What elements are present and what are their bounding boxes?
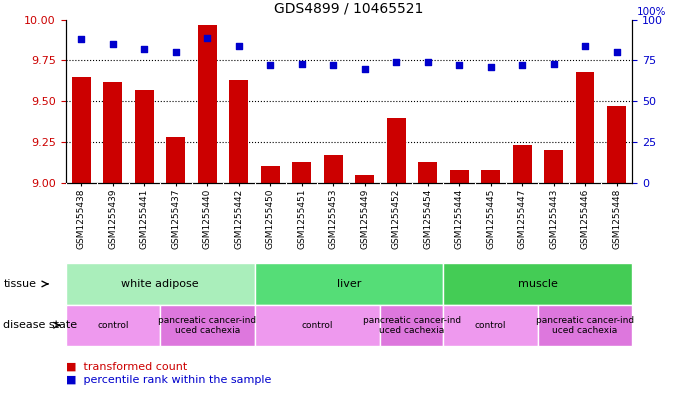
Point	[517, 62, 528, 68]
Point	[328, 62, 339, 68]
Point	[611, 49, 622, 55]
Text: white adipose: white adipose	[121, 279, 199, 289]
Text: tissue: tissue	[3, 279, 37, 289]
Point	[296, 61, 307, 67]
Point	[422, 59, 433, 65]
Bar	[387, 118, 406, 183]
Text: pancreatic cancer-ind
uced cachexia: pancreatic cancer-ind uced cachexia	[536, 316, 634, 335]
Text: control: control	[475, 321, 507, 330]
Text: ■  percentile rank within the sample: ■ percentile rank within the sample	[66, 375, 271, 385]
Point	[170, 49, 181, 55]
Text: ■  transformed count: ■ transformed count	[66, 362, 187, 371]
Point	[548, 61, 559, 67]
Text: muscle: muscle	[518, 279, 558, 289]
Bar	[324, 155, 343, 183]
Bar	[513, 145, 531, 183]
Text: control: control	[302, 321, 333, 330]
Bar	[135, 90, 154, 183]
Bar	[481, 170, 500, 183]
Text: control: control	[97, 321, 129, 330]
Text: pancreatic cancer-ind
uced cachexia: pancreatic cancer-ind uced cachexia	[363, 316, 461, 335]
Point	[234, 42, 245, 49]
Bar	[261, 166, 280, 183]
Point	[580, 42, 591, 49]
Bar	[544, 150, 563, 183]
Point	[202, 35, 213, 41]
Point	[390, 59, 401, 65]
Bar	[355, 174, 374, 183]
Text: pancreatic cancer-ind
uced cachexia: pancreatic cancer-ind uced cachexia	[158, 316, 256, 335]
Point	[76, 36, 87, 42]
Bar	[104, 82, 122, 183]
Bar	[72, 77, 91, 183]
Bar	[198, 24, 217, 183]
Point	[453, 62, 464, 68]
Bar	[229, 80, 248, 183]
Title: GDS4899 / 10465521: GDS4899 / 10465521	[274, 2, 424, 16]
Bar	[418, 162, 437, 183]
Bar	[292, 162, 311, 183]
Point	[359, 65, 370, 72]
Point	[485, 64, 496, 70]
Text: disease state: disease state	[3, 320, 77, 330]
Point	[265, 62, 276, 68]
Point	[107, 41, 118, 47]
Text: liver: liver	[337, 279, 361, 289]
Bar	[576, 72, 594, 183]
Bar	[450, 170, 468, 183]
Bar	[167, 137, 185, 183]
Text: 100%: 100%	[636, 7, 666, 17]
Point	[139, 46, 150, 52]
Bar	[607, 106, 626, 183]
